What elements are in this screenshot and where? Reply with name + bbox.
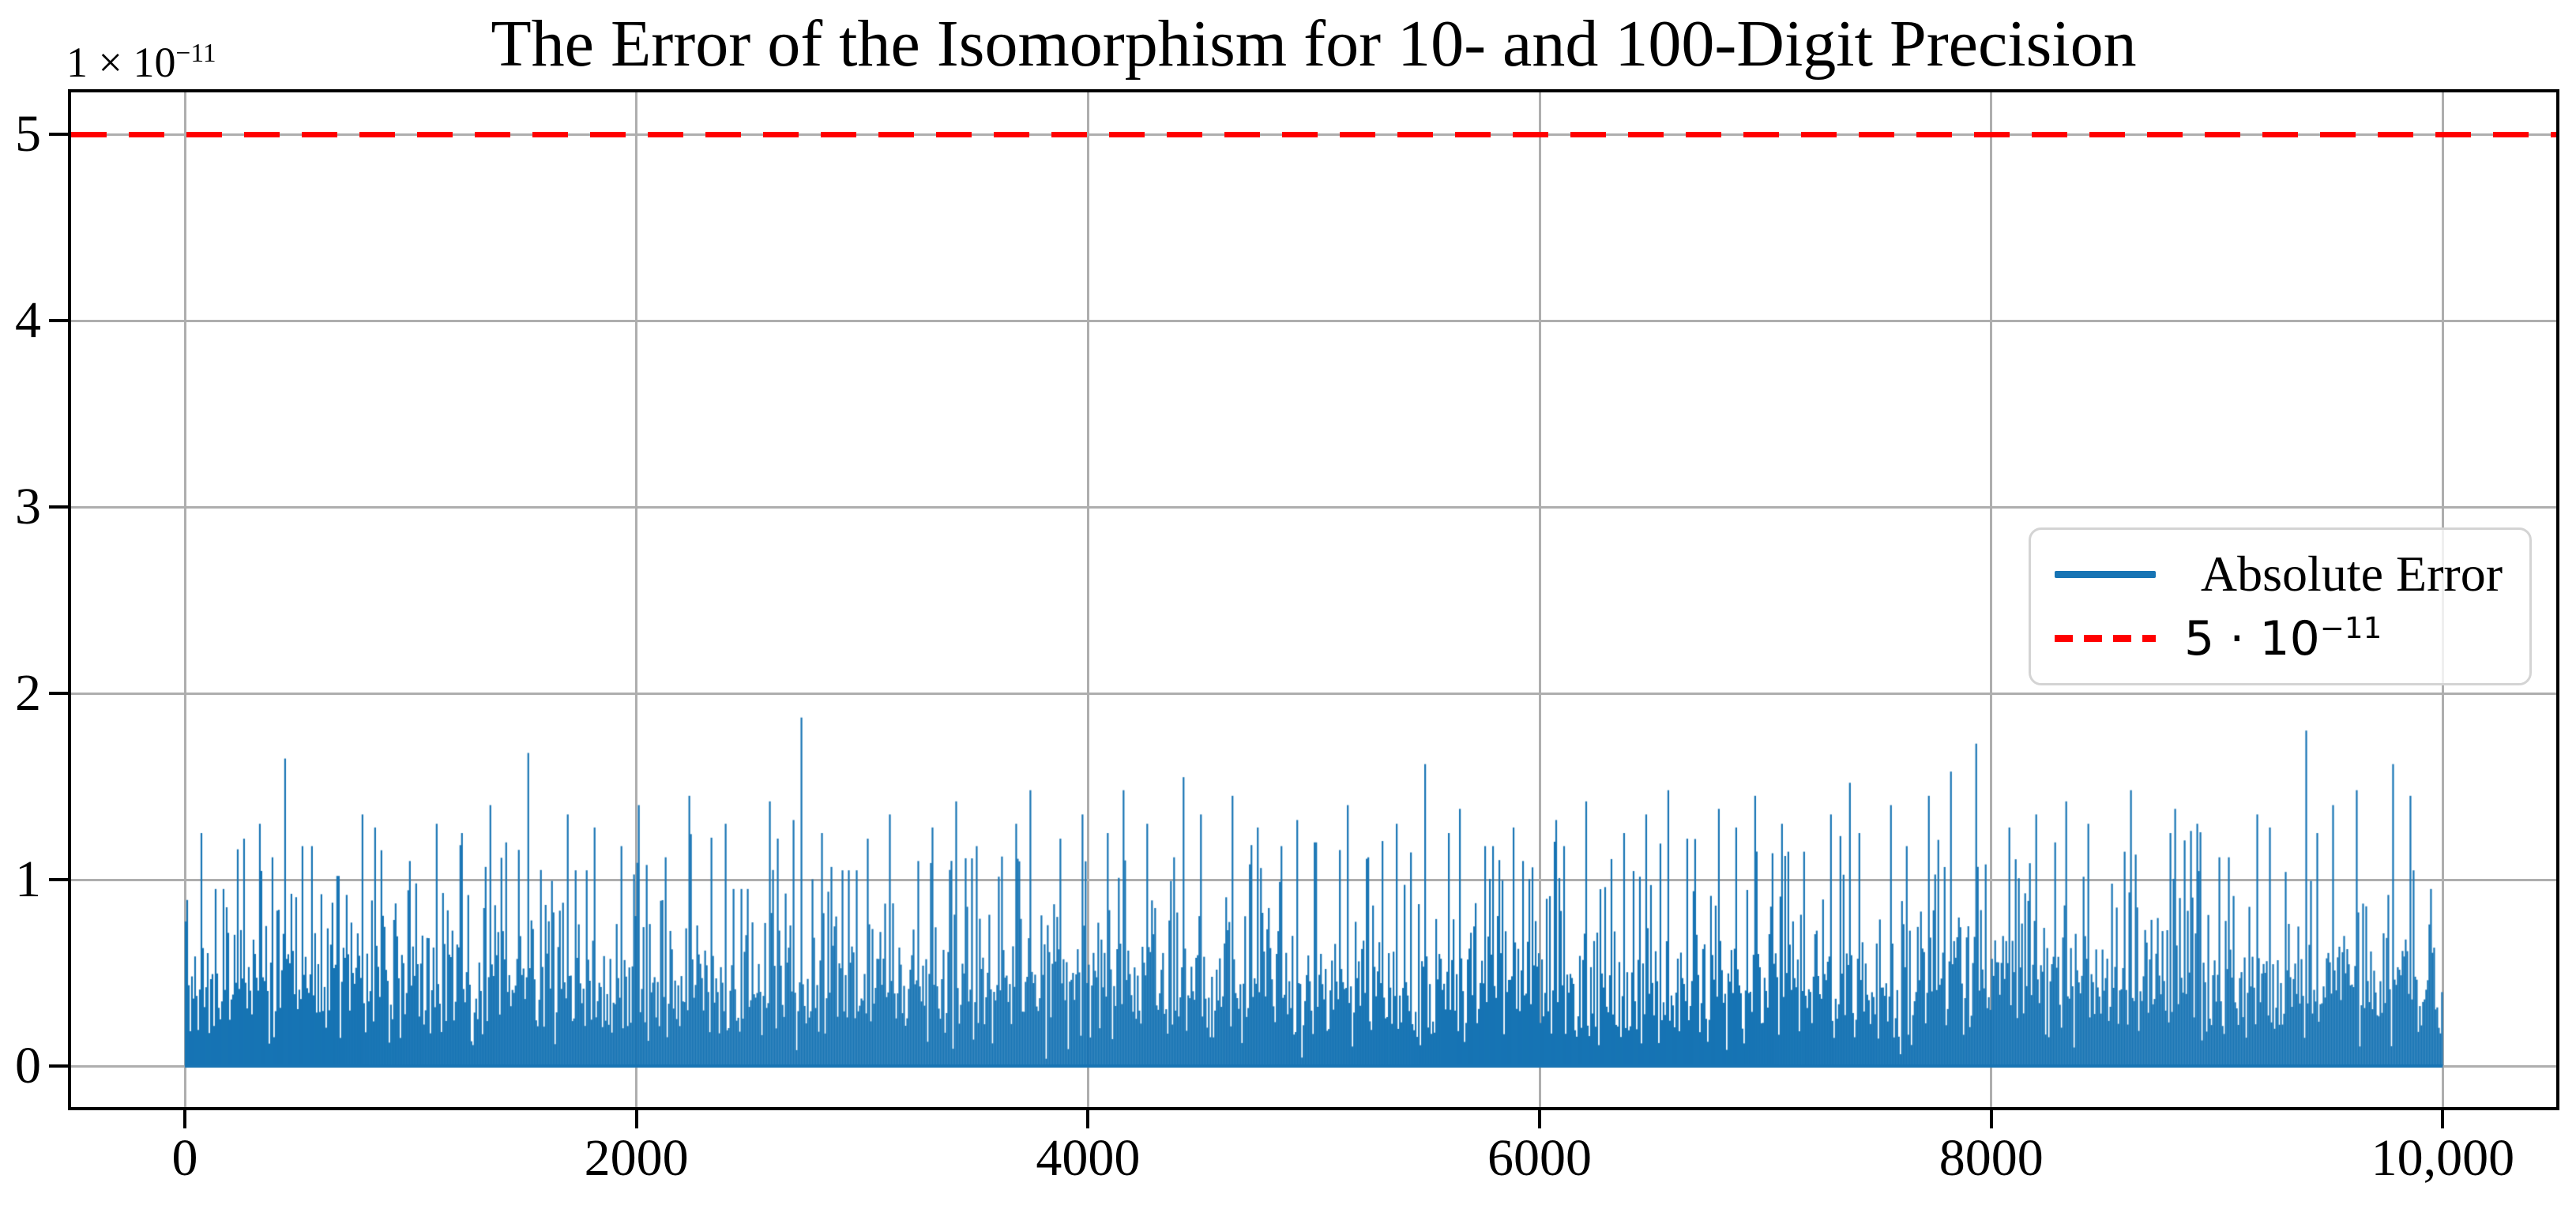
- x-tick-label-0: 0: [171, 1129, 198, 1187]
- y-tick-2: [49, 692, 68, 695]
- chart-title: The Error of the Isomorphism for 10- and…: [491, 7, 2137, 81]
- threshold-dashed-line: [71, 131, 2556, 137]
- x-tick-label-2000: 2000: [584, 1129, 689, 1187]
- y-tick-label-0: 0: [15, 1037, 41, 1094]
- y-tick-label-3: 3: [15, 478, 41, 535]
- x-tick-label-4000: 4000: [1036, 1129, 1141, 1187]
- legend-threshold-base: 5 · 10: [2184, 610, 2320, 666]
- y-tick-label-1: 1: [15, 850, 41, 908]
- legend-item-threshold: 5 · 10−11: [2055, 611, 2503, 666]
- x-tick-label-6000: 6000: [1487, 1129, 1593, 1187]
- y-axis-offset-base: 1 × 10: [66, 39, 176, 86]
- x-tick-0: [183, 1110, 186, 1128]
- legend-swatch-solid-line: [2055, 570, 2156, 578]
- y-tick-1: [49, 878, 68, 881]
- y-tick-0: [49, 1064, 68, 1068]
- y-axis-offset-exponent: −11: [175, 39, 216, 68]
- y-tick-4: [49, 319, 68, 322]
- legend-item-absolute-error: Absolute Error: [2055, 546, 2503, 602]
- x-tick-10000: [2441, 1110, 2445, 1128]
- legend-label-math: 5 · 10−11: [2184, 611, 2503, 666]
- y-axis-offset-label: 1 × 10−11: [66, 39, 216, 85]
- x-tick-6000: [1538, 1110, 1542, 1128]
- y-tick-label-5: 5: [15, 105, 41, 163]
- y-tick-label-4: 4: [15, 291, 41, 349]
- legend-label: Absolute Error: [2200, 546, 2503, 602]
- x-tick-label-10000: 10,000: [2371, 1129, 2515, 1187]
- x-tick-label-8000: 8000: [1939, 1129, 2044, 1187]
- x-tick-4000: [1086, 1110, 1090, 1128]
- legend: Absolute Error 5 · 10−11: [2029, 527, 2532, 685]
- plot-frame: [68, 89, 2559, 1110]
- legend-swatch-dashed-line: [2055, 635, 2156, 643]
- y-tick-5: [49, 133, 68, 136]
- y-tick-label-2: 2: [15, 664, 41, 722]
- x-tick-2000: [634, 1110, 638, 1128]
- legend-threshold-exponent: −11: [2319, 610, 2382, 645]
- y-tick-3: [49, 505, 68, 509]
- x-tick-8000: [1989, 1110, 1993, 1128]
